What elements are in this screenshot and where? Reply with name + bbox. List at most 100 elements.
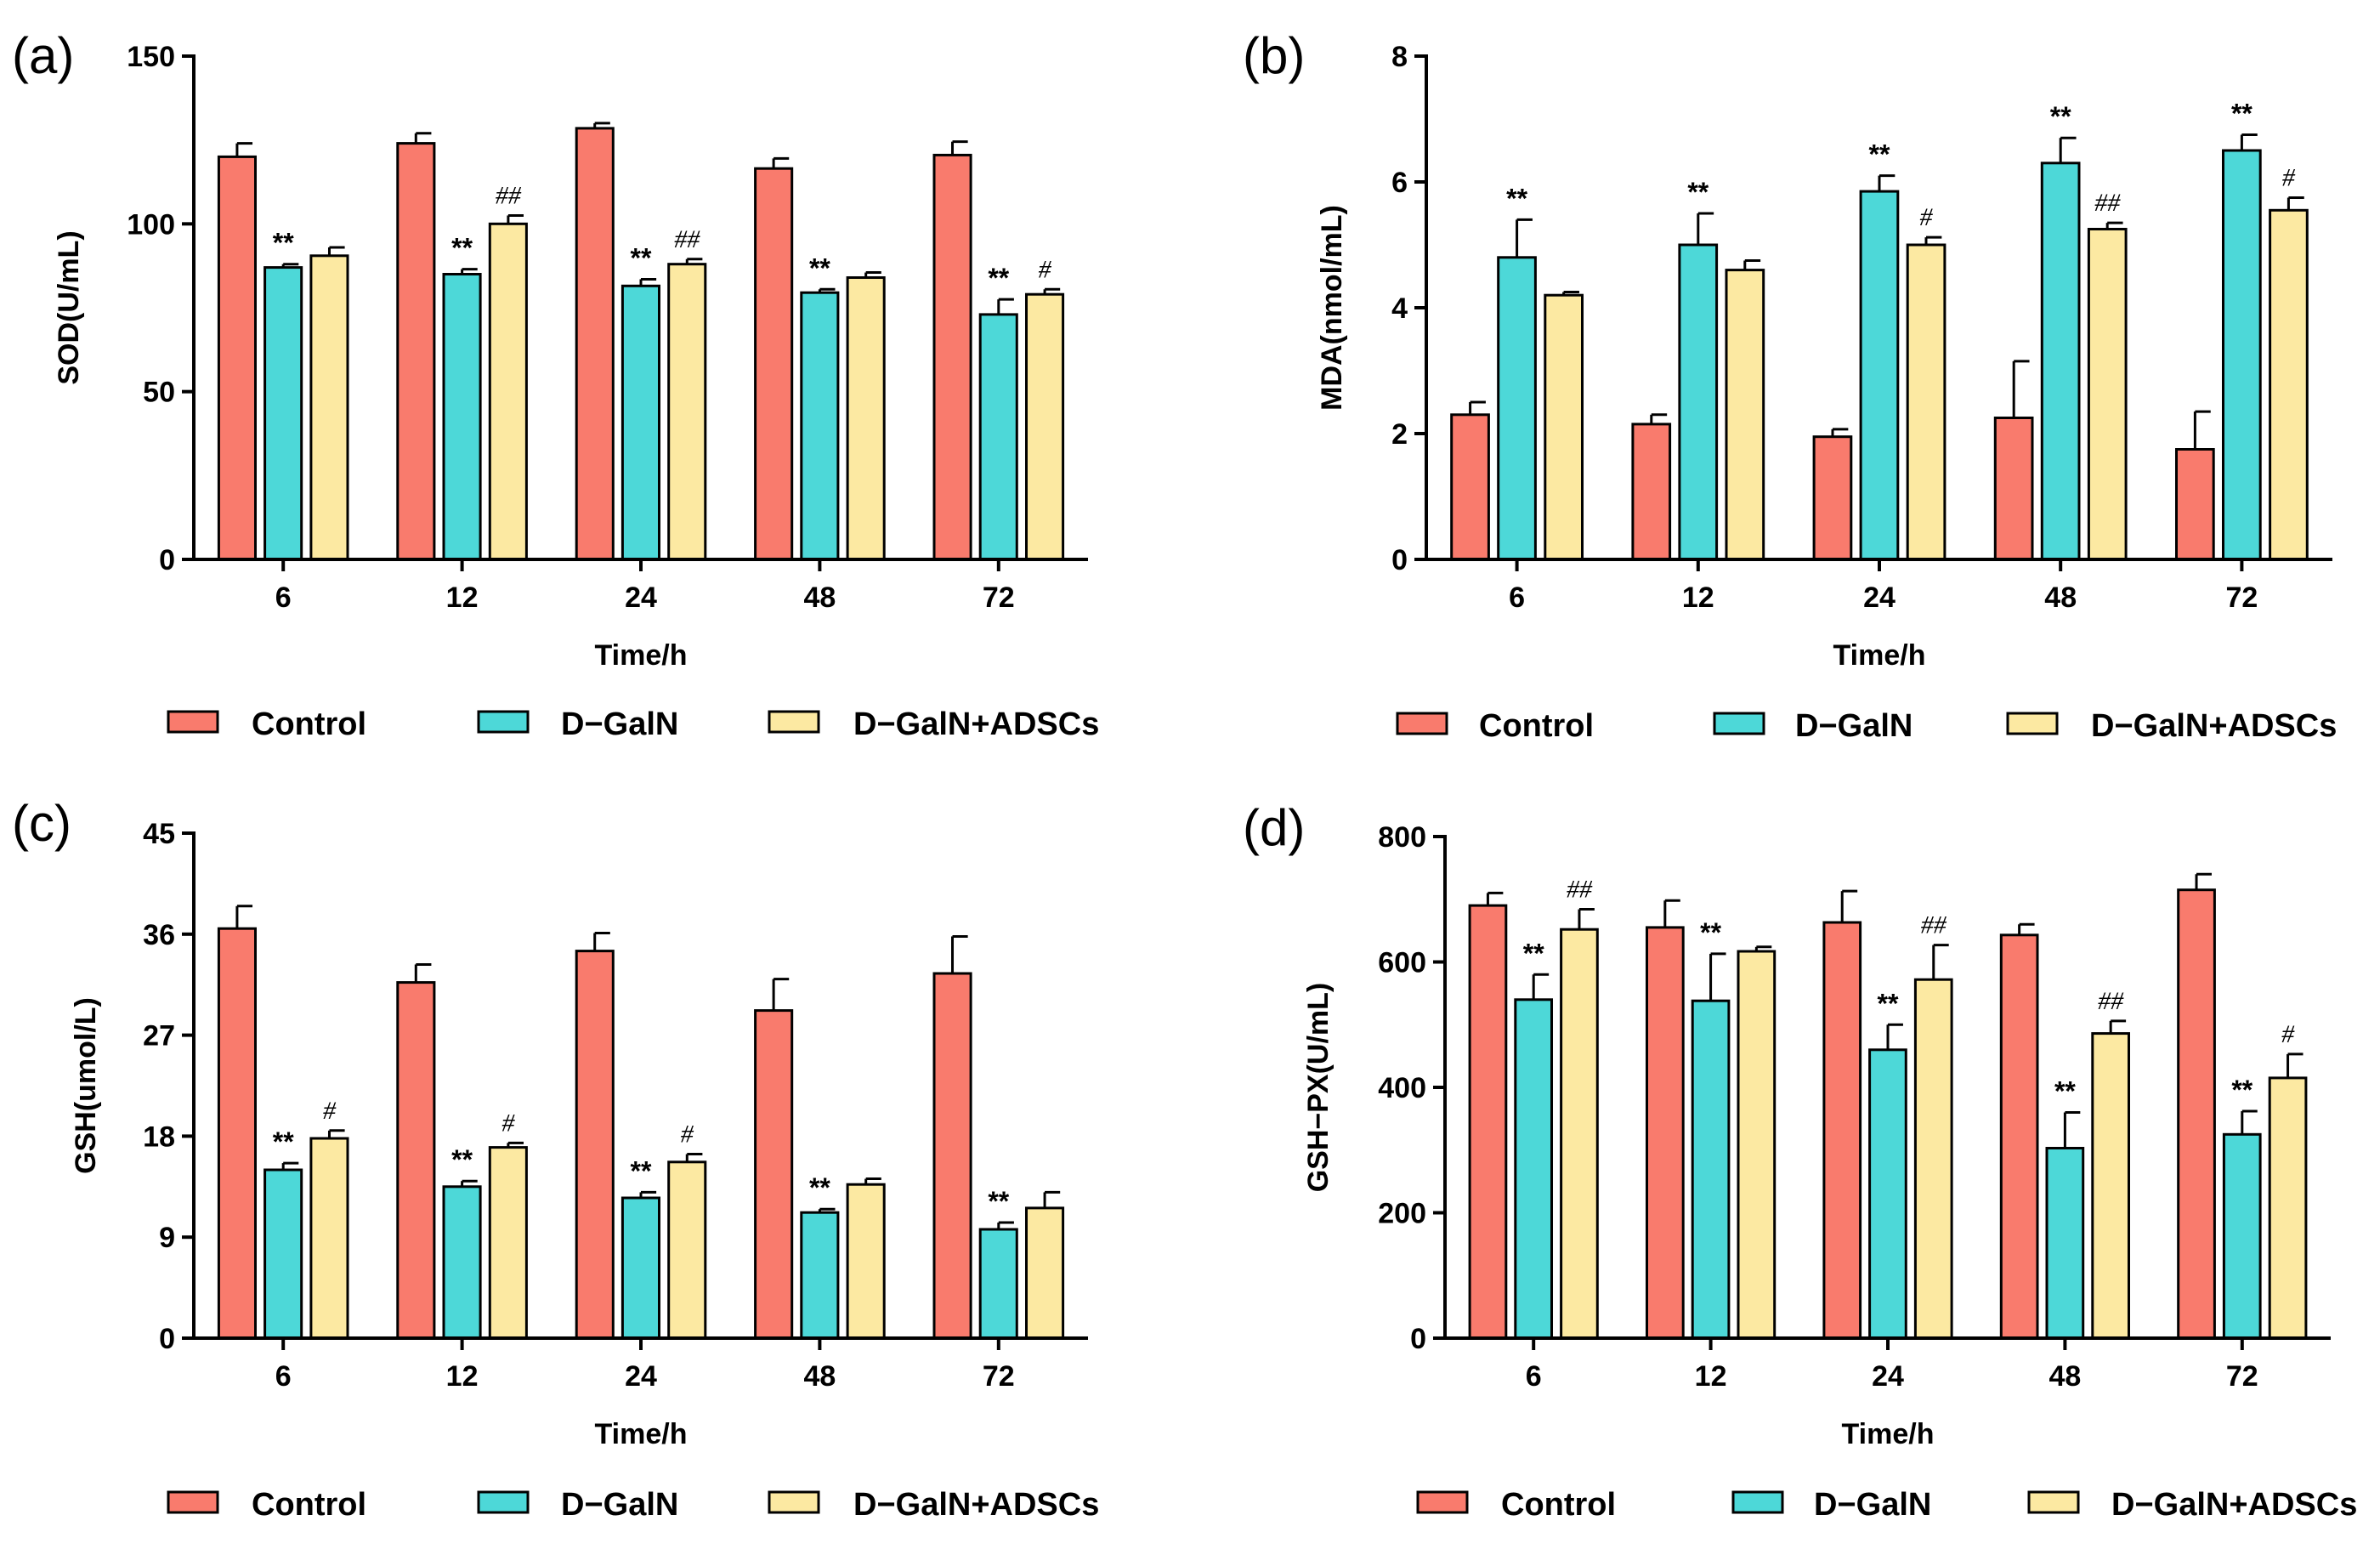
x-tick-label: 72 bbox=[983, 1360, 1015, 1393]
significance-label-dgaln-72: ** bbox=[988, 263, 1009, 293]
significance-label-dgaln-6: ** bbox=[273, 1126, 294, 1157]
panel-label: (b) bbox=[1243, 27, 1305, 84]
y-tick-label: 0 bbox=[159, 1323, 175, 1355]
bar-dgaln-48 bbox=[800, 1211, 840, 1340]
x-axis-title: Time/h bbox=[1833, 639, 1926, 672]
bar-dgaln-24 bbox=[620, 1196, 661, 1340]
y-tick-label: 100 bbox=[127, 208, 175, 241]
bar-control-6 bbox=[217, 927, 257, 1340]
legend-swatch-dgaln bbox=[1713, 712, 1765, 735]
bar-control-12 bbox=[396, 981, 436, 1340]
x-tick-label: 48 bbox=[2044, 582, 2077, 614]
y-tick-label: 36 bbox=[143, 919, 175, 951]
bar-dgaln-adscs-48 bbox=[846, 276, 886, 561]
bar-dgaln-6 bbox=[1497, 256, 1537, 561]
bar-control-48 bbox=[1993, 417, 2034, 561]
bar-control-72 bbox=[932, 972, 972, 1340]
bar-dgaln-24 bbox=[620, 284, 661, 561]
bar-dgaln-adscs-12 bbox=[488, 222, 528, 561]
significance-label-dgaln-6: ** bbox=[1506, 183, 1527, 213]
y-axis-title: GSH(umol/L) bbox=[70, 997, 102, 1174]
bar-dgaln-72 bbox=[2222, 1132, 2262, 1340]
y-tick-label: 200 bbox=[1378, 1198, 1426, 1230]
y-axis-title: SOD(U/mL) bbox=[53, 230, 85, 384]
x-tick-label: 72 bbox=[2226, 1360, 2258, 1393]
x-tick-label: 48 bbox=[803, 582, 836, 614]
legend-label-control: Control bbox=[252, 1487, 366, 1523]
bar-control-24 bbox=[1812, 435, 1853, 561]
x-tick-label: 24 bbox=[625, 1360, 657, 1393]
legend-swatch-control bbox=[1396, 712, 1448, 735]
x-tick-label: 6 bbox=[275, 1360, 292, 1393]
bar-dgaln-12 bbox=[442, 273, 482, 561]
significance-label-dgaln-adscs-72: # bbox=[2281, 1020, 2295, 1048]
legend-label-dgaln: D−GalN bbox=[1814, 1487, 1931, 1523]
chart-panel-a: (a) ** ** ** ** ** ## ## #0 50 100 150 6 12 24 48 72 Time… bbox=[0, 0, 1190, 774]
bar-control-6 bbox=[1450, 413, 1490, 561]
bar-control-24 bbox=[575, 950, 615, 1340]
legend-swatch-control bbox=[167, 1490, 219, 1514]
significance-label-dgaln-adscs-6: # bbox=[323, 1097, 337, 1125]
bar-dgaln-adscs-48 bbox=[2087, 228, 2128, 561]
significance-label-dgaln-adscs-24: # bbox=[1920, 203, 1934, 231]
bar-dgaln-adscs-6 bbox=[1560, 928, 1599, 1340]
bar-dgaln-adscs-6 bbox=[309, 1137, 349, 1340]
bar-dgaln-12 bbox=[1678, 243, 1719, 561]
bar-dgaln-adscs-72 bbox=[2268, 1076, 2308, 1340]
bar-dgaln-48 bbox=[2040, 162, 2081, 561]
significance-label-dgaln-adscs-24: ## bbox=[674, 225, 700, 253]
panel-label: (c) bbox=[12, 795, 71, 852]
bar-dgaln-adscs-12 bbox=[1737, 950, 1776, 1340]
y-tick-label: 4 bbox=[1391, 292, 1408, 325]
x-tick-label: 12 bbox=[1695, 1360, 1727, 1393]
significance-label-dgaln-adscs-72: # bbox=[2282, 164, 2296, 192]
bar-dgaln-adscs-12 bbox=[1725, 269, 1765, 561]
x-tick-label: 24 bbox=[625, 582, 657, 614]
significance-label-dgaln-adscs-24: # bbox=[681, 1121, 694, 1149]
legend-swatch-dgaln-adscs bbox=[768, 710, 820, 734]
x-tick-label: 6 bbox=[1526, 1360, 1542, 1393]
significance-label-dgaln-12: ** bbox=[451, 1144, 473, 1175]
significance-label-dgaln-48: ** bbox=[2050, 101, 2071, 132]
bar-dgaln-adscs-72 bbox=[1025, 292, 1065, 561]
x-tick-label: 24 bbox=[1863, 582, 1896, 614]
x-tick-label: 12 bbox=[446, 1360, 479, 1393]
bar-dgaln-adscs-72 bbox=[1025, 1206, 1065, 1340]
significance-label-dgaln-24: ** bbox=[1869, 139, 1890, 170]
y-tick-label: 400 bbox=[1378, 1072, 1426, 1104]
legend-label-dgaln: D−GalN bbox=[1795, 708, 1912, 744]
bar-dgaln-24 bbox=[1859, 190, 1900, 561]
legend-swatch-dgaln bbox=[477, 1490, 530, 1514]
significance-label-dgaln-6: ** bbox=[1523, 938, 1544, 968]
x-tick-label: 48 bbox=[803, 1360, 836, 1393]
x-tick-label: 12 bbox=[446, 582, 479, 614]
y-tick-label: 18 bbox=[143, 1121, 175, 1153]
significance-label-dgaln-72: ** bbox=[988, 1186, 1009, 1217]
y-tick-label: 6 bbox=[1391, 167, 1408, 199]
y-tick-label: 8 bbox=[1391, 41, 1408, 73]
bar-control-24 bbox=[575, 127, 615, 561]
bar-dgaln-adscs-24 bbox=[667, 263, 707, 561]
significance-label-dgaln-48: ** bbox=[809, 252, 830, 283]
bar-dgaln-6 bbox=[1514, 998, 1553, 1340]
chart-panel-c: (c) ** ** ** ** ** # # #0 9 18 27 36 45 6 12 24 48 72 Time/… bbox=[0, 774, 1190, 1549]
y-tick-label: 800 bbox=[1378, 821, 1426, 854]
bar-control-72 bbox=[932, 153, 972, 561]
x-tick-label: 72 bbox=[983, 582, 1015, 614]
legend-label-control: Control bbox=[1479, 708, 1594, 744]
bar-dgaln-48 bbox=[2045, 1147, 2085, 1340]
significance-label-dgaln-24: ** bbox=[1878, 988, 1899, 1018]
bar-control-6 bbox=[217, 155, 257, 561]
x-tick-label: 6 bbox=[275, 582, 292, 614]
legend-label-dgaln: D−GalN bbox=[561, 706, 678, 742]
x-axis-title: Time/h bbox=[595, 639, 688, 672]
bar-dgaln-adscs-72 bbox=[2269, 208, 2309, 561]
bar-control-72 bbox=[2175, 448, 2215, 561]
legend-label-dgaln-adscs: D−GalN+ADSCs bbox=[2091, 708, 2337, 744]
legend-swatch-control bbox=[1416, 1490, 1469, 1514]
bar-dgaln-adscs-24 bbox=[1913, 978, 1953, 1340]
significance-label-dgaln-adscs-12: ## bbox=[496, 182, 522, 210]
